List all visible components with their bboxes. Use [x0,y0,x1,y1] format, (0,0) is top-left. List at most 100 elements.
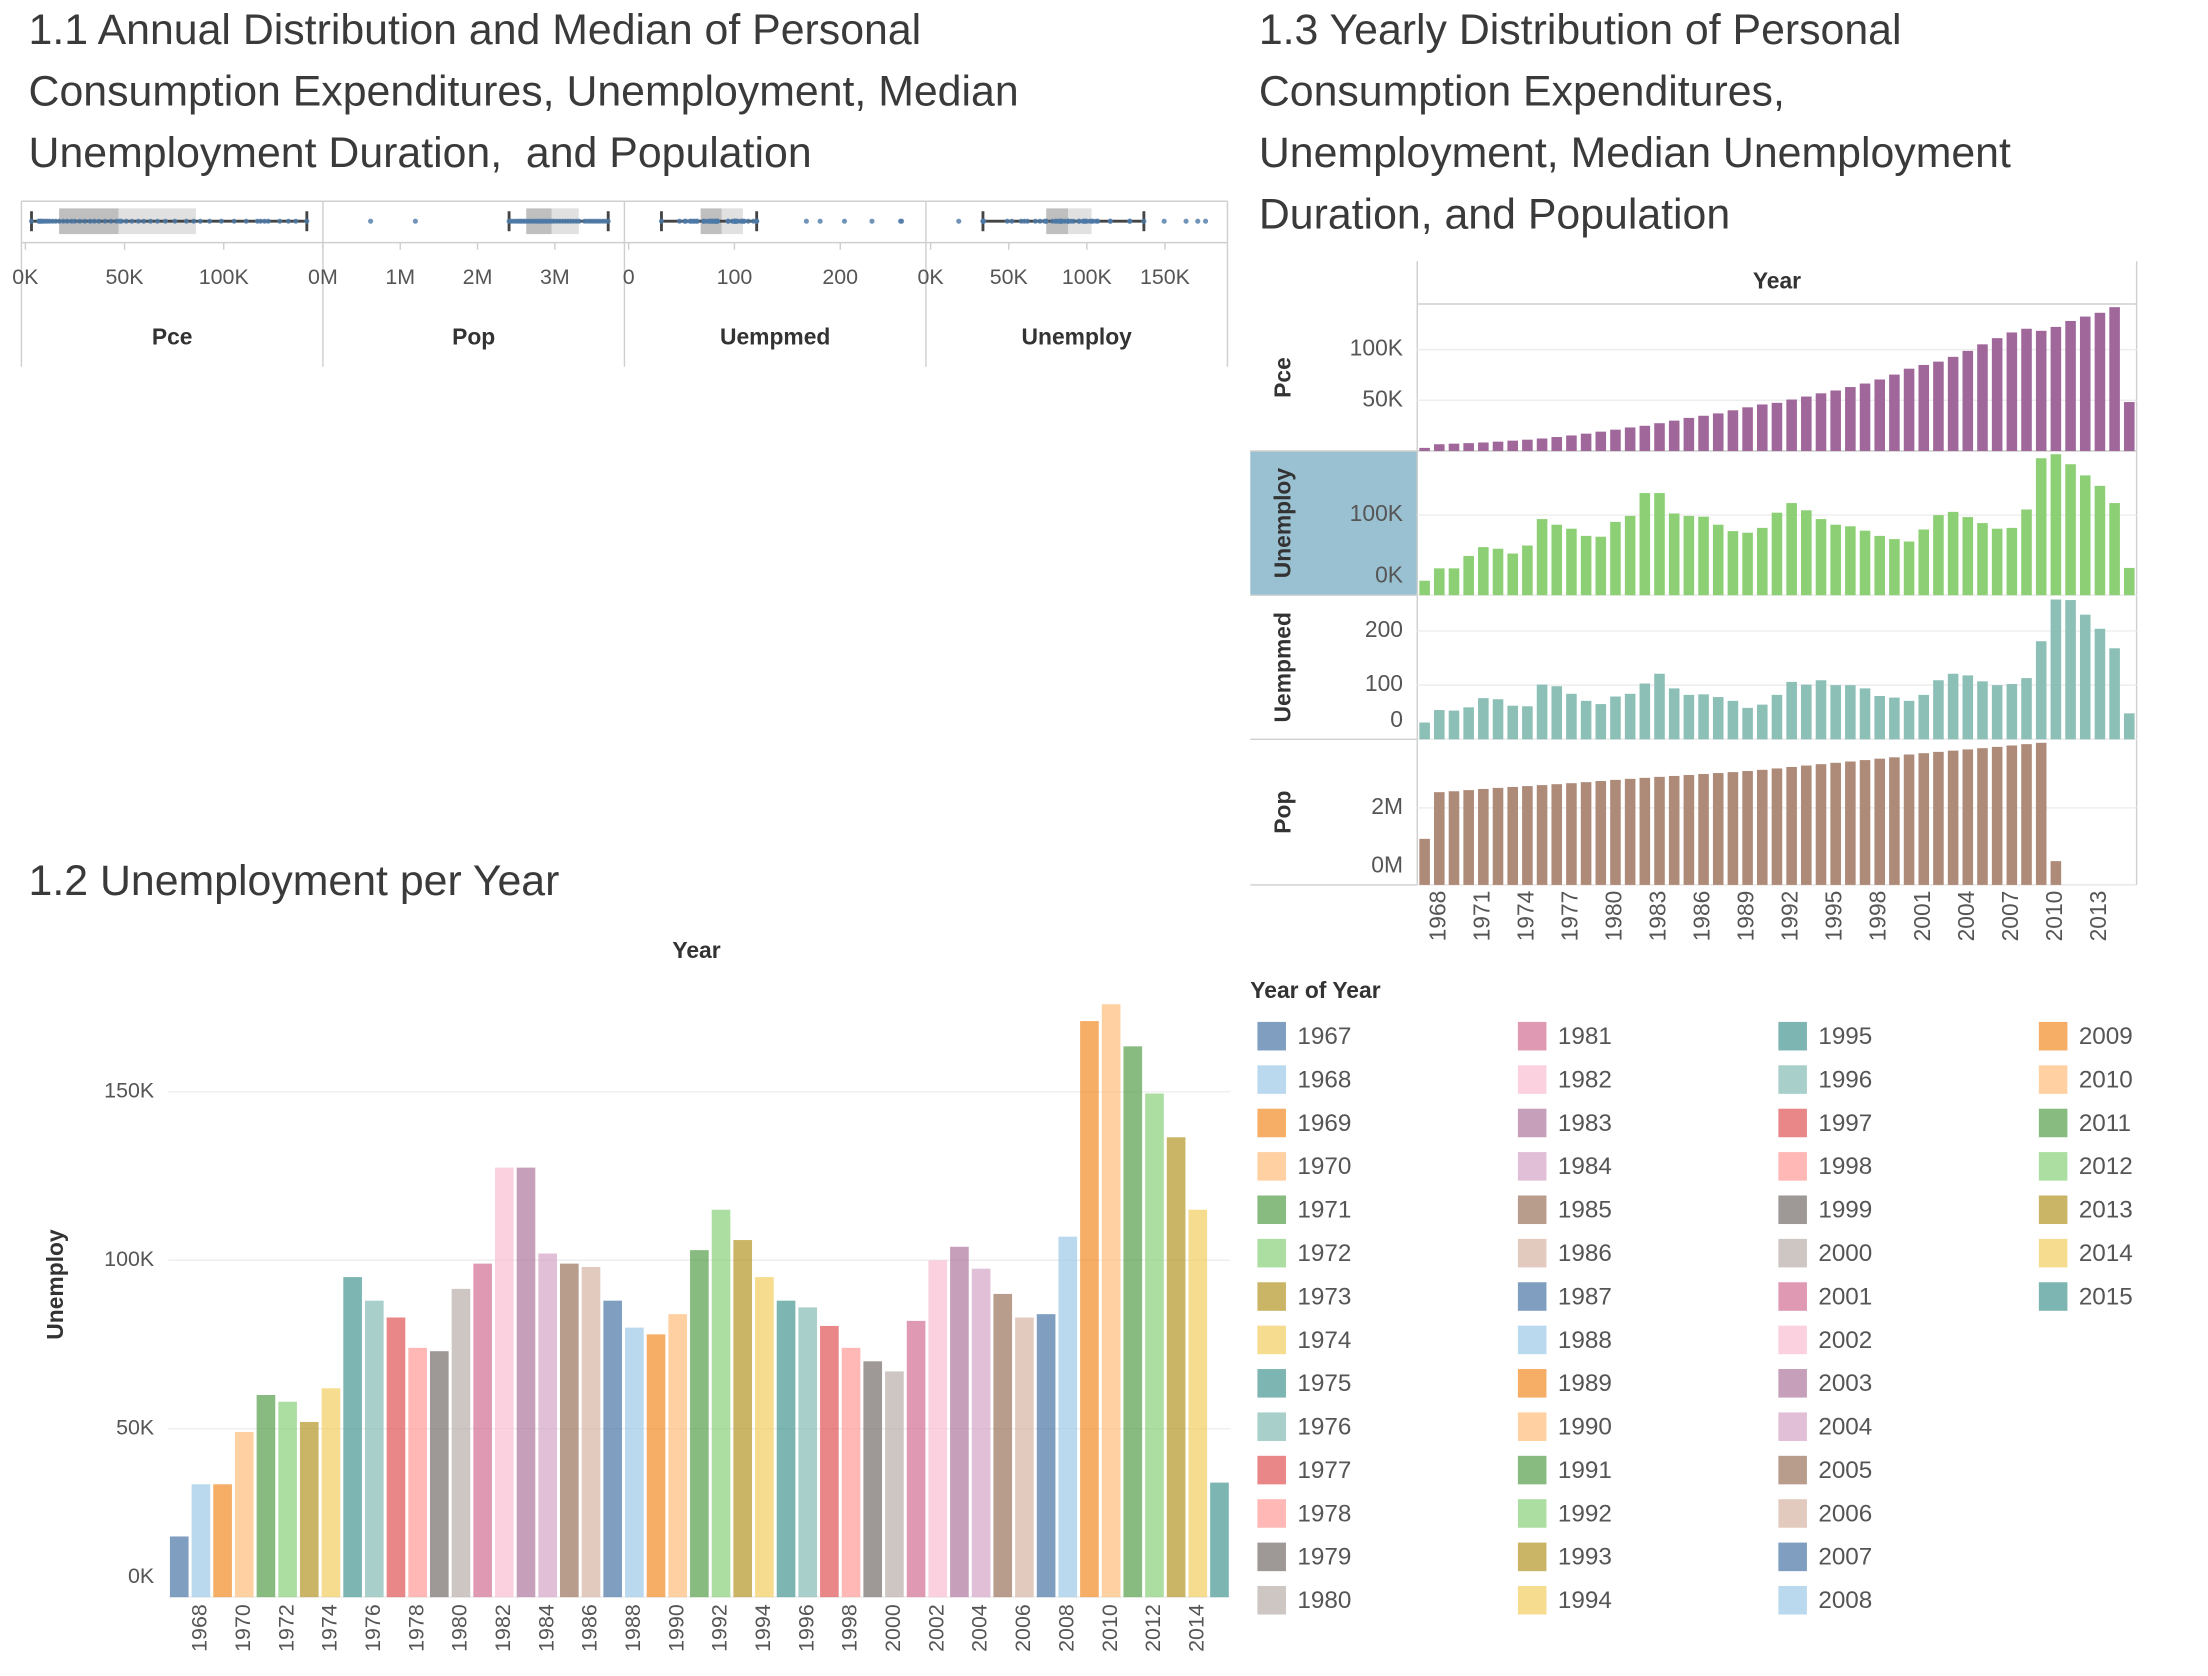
bar [1507,705,1518,740]
bar [1918,753,1930,885]
x-tick-label: 2007 [1997,891,2023,942]
x-tick-label: 0K [12,265,39,289]
data-point [1059,218,1065,224]
data-point [725,218,731,224]
bar [2123,567,2135,596]
legend-swatch [2038,1195,2068,1225]
bar [1463,443,1474,452]
legend-label: 2005 [1818,1457,1872,1484]
bar [993,1293,1013,1598]
bar [1962,517,1974,596]
bar [1610,779,1621,885]
bar [863,1361,883,1598]
data-point [154,218,160,224]
legend-label: 1970 [1297,1153,1351,1180]
bar [1845,526,1856,596]
bar [1845,387,1856,452]
legend-label: 1984 [1558,1153,1612,1180]
bar [2079,614,2091,740]
bar [1595,704,1607,740]
x-tick-label: 1968 [1424,891,1450,942]
y-tick-label: 200 [1365,616,1403,642]
legend-swatch [1257,1021,1286,1051]
data-point [207,218,213,224]
bar [1712,697,1724,740]
bar [820,1325,839,1598]
bar [1145,1093,1164,1598]
data-point [172,218,178,224]
x-axis-header: Year [672,937,720,963]
bar [2006,745,2018,885]
bar [1639,425,1651,452]
x-tick-label: 1992 [708,1604,732,1652]
bar [1756,404,1768,452]
data-point [1043,218,1049,224]
bar [1058,1236,1078,1598]
bar [776,1300,796,1598]
bar [1830,762,1841,885]
bar [971,1268,991,1598]
bar [1536,684,1548,740]
bar [1434,792,1445,885]
bar [1654,673,1665,740]
bar [1507,553,1518,596]
data-point [1161,218,1167,224]
data-point [191,218,197,224]
legend-label: 1981 [1558,1023,1612,1050]
bar [1654,423,1665,452]
x-tick-label: 100 [717,265,753,289]
bar [1889,539,1900,596]
legend-swatch [1257,1152,1286,1181]
bar [1874,695,1885,740]
bar [1859,760,1871,885]
bar [1123,1046,1143,1598]
legend-label: 2014 [2079,1240,2133,1267]
chart-title: 1.1 Annual Distribution and Median of Pe… [28,7,1031,177]
x-tick-label: 1992 [1777,891,1803,942]
legend-label: 2012 [2079,1153,2133,1180]
legend-label: 1982 [1558,1066,1612,1093]
data-point [1076,218,1082,224]
legend-label: 1979 [1297,1544,1351,1571]
legend-label: 1992 [1558,1500,1612,1527]
bar [408,1347,427,1598]
bar [1478,788,1489,885]
x-axis-header: Year [1753,268,1801,294]
legend-label: 2010 [2079,1066,2133,1093]
x-tick-label: 2014 [1184,1604,1208,1652]
y-tick-label: 0K [128,1564,155,1588]
bar [1903,700,1915,740]
legend-title: Year of Year [1250,977,1380,1003]
y-tick-label: 0 [1390,706,1403,732]
legend-label: 1976 [1297,1414,1351,1441]
bar [1845,685,1856,740]
legend-label: 1999 [1818,1197,1872,1224]
y-tick-label: 100 [1365,670,1403,696]
x-tick-label: 0K [918,265,945,289]
bar [1918,694,1930,740]
bar [1448,568,1460,596]
data-point [123,218,129,224]
bar [1727,700,1739,740]
bar [1903,754,1915,885]
bar [1492,441,1504,452]
bar [2006,527,2018,596]
data-point [1203,218,1209,224]
bar [1492,787,1504,885]
bar [1962,749,1974,885]
bar [538,1253,557,1598]
bar [1478,442,1489,452]
y-tick-label: 50K [116,1415,155,1439]
legend-label: 2013 [2079,1197,2133,1224]
data-point [707,218,713,224]
bar [1610,521,1621,596]
x-tick-label: 1970 [231,1604,255,1652]
bar [451,1288,471,1598]
legend-label: 1978 [1297,1500,1351,1527]
data-point [108,218,114,224]
data-point [60,218,66,224]
bar [2079,475,2091,596]
legend-swatch [1517,1499,1547,1528]
x-tick-label: 2M [463,265,493,289]
data-point [576,218,582,224]
